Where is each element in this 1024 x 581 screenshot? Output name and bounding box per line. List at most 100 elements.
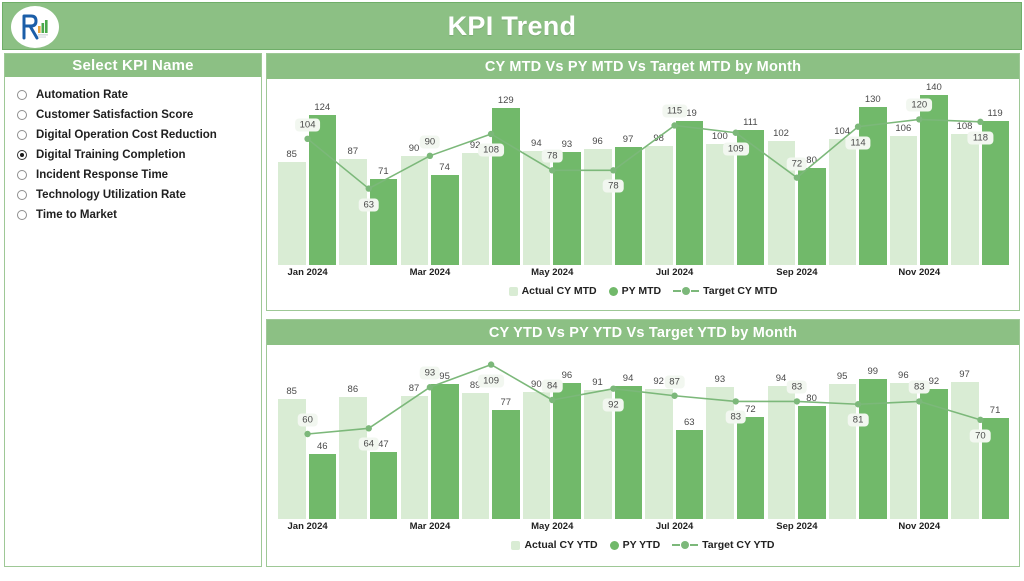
page-title: KPI Trend bbox=[447, 10, 577, 41]
bar-py[interactable] bbox=[492, 108, 520, 265]
legend-item[interactable]: PY MTD bbox=[608, 285, 661, 297]
bar-label-actual: 100 bbox=[711, 130, 728, 142]
line-label-target: 78 bbox=[603, 179, 624, 193]
bar-actual[interactable] bbox=[645, 388, 673, 519]
kpi-option-0[interactable]: Automation Rate bbox=[17, 85, 261, 105]
bar-label-py: 140 bbox=[925, 82, 942, 94]
chart-body-mtd: 85 124 87 71 90 74 92 129 94 93 96 97 98 119 100 111 102… bbox=[267, 79, 1019, 310]
bar-py[interactable] bbox=[859, 378, 887, 519]
bar-py[interactable] bbox=[920, 95, 948, 265]
legend-item[interactable]: Actual CY YTD bbox=[511, 539, 598, 551]
bar-actual[interactable] bbox=[951, 133, 979, 265]
chart-group: 85 124 bbox=[277, 83, 338, 265]
bar-label-py: 129 bbox=[497, 95, 514, 107]
bar-actual[interactable] bbox=[706, 143, 734, 265]
legend-item[interactable]: Actual CY MTD bbox=[508, 285, 597, 297]
page-header: KPI Trend bbox=[2, 2, 1022, 50]
kpi-option-label: Customer Satisfaction Score bbox=[36, 109, 194, 121]
bar-py[interactable] bbox=[369, 178, 398, 265]
kpi-option-3[interactable]: Digital Training Completion bbox=[17, 145, 261, 165]
bar-py[interactable] bbox=[369, 452, 398, 519]
bar-py[interactable] bbox=[859, 107, 887, 265]
bar-actual[interactable] bbox=[522, 391, 551, 519]
bar-actual[interactable] bbox=[828, 138, 857, 265]
bar-py[interactable] bbox=[675, 429, 704, 519]
bar-label-actual: 90 bbox=[408, 142, 420, 154]
axis-tick-label: May 2024 bbox=[531, 521, 574, 532]
bar-py[interactable] bbox=[736, 417, 765, 519]
bar-actual[interactable] bbox=[461, 153, 490, 265]
radio-icon[interactable] bbox=[17, 210, 27, 220]
bar-actual[interactable] bbox=[889, 383, 918, 519]
kpi-option-label: Technology Utilization Rate bbox=[36, 189, 186, 201]
chart-group: 93 72 bbox=[705, 349, 766, 519]
bar-py[interactable] bbox=[553, 152, 581, 265]
legend-swatch-icon bbox=[673, 287, 700, 295]
radio-icon[interactable] bbox=[17, 170, 27, 180]
legend-label: Actual CY MTD bbox=[521, 285, 597, 297]
bar-py[interactable] bbox=[308, 453, 337, 519]
bar-actual[interactable] bbox=[278, 161, 306, 265]
line-label-target: 64 bbox=[358, 437, 380, 451]
kpi-option-label: Digital Training Completion bbox=[36, 149, 186, 161]
bar-actual[interactable] bbox=[828, 384, 857, 519]
line-label-target: 70 bbox=[970, 429, 991, 443]
kpi-option-label: Automation Rate bbox=[36, 89, 128, 101]
legend-item[interactable]: Target CY YTD bbox=[672, 539, 775, 551]
legend-label: PY YTD bbox=[622, 539, 661, 551]
bar-py[interactable] bbox=[614, 147, 643, 265]
bar-actual[interactable] bbox=[584, 148, 612, 265]
radio-icon[interactable] bbox=[17, 150, 27, 160]
bar-label-py: 92 bbox=[928, 375, 940, 387]
line-label-target: 118 bbox=[967, 131, 993, 145]
bar-actual[interactable] bbox=[400, 395, 429, 519]
bar-actual[interactable] bbox=[400, 155, 429, 265]
bar-actual[interactable] bbox=[767, 385, 796, 519]
bar-py[interactable] bbox=[675, 120, 704, 265]
bar-actual[interactable] bbox=[889, 136, 918, 265]
bar-actual[interactable] bbox=[706, 387, 734, 519]
bar-py[interactable] bbox=[920, 388, 948, 519]
bar-py[interactable] bbox=[492, 409, 520, 519]
legend-swatch-icon bbox=[672, 541, 699, 549]
bar-py[interactable] bbox=[553, 383, 581, 519]
kpi-option-5[interactable]: Technology Utilization Rate bbox=[17, 185, 261, 205]
radio-icon[interactable] bbox=[17, 190, 27, 200]
legend-item[interactable]: Target CY MTD bbox=[673, 285, 777, 297]
kpi-option-1[interactable]: Customer Satisfaction Score bbox=[17, 105, 261, 125]
legend-label: Actual CY YTD bbox=[524, 539, 598, 551]
legend-item[interactable]: PY YTD bbox=[609, 539, 661, 551]
bar-py[interactable] bbox=[798, 405, 826, 519]
bar-actual[interactable] bbox=[951, 381, 979, 519]
chart-title-ytd: CY YTD Vs PY YTD Vs Target YTD by Month bbox=[267, 320, 1019, 345]
bar-py[interactable] bbox=[981, 120, 1010, 265]
bar-label-actual: 85 bbox=[286, 385, 297, 397]
bar-py[interactable] bbox=[798, 167, 826, 265]
bar-py[interactable] bbox=[308, 114, 337, 265]
kpi-option-2[interactable]: Digital Operation Cost Reduction bbox=[17, 125, 261, 145]
line-label-target: 114 bbox=[845, 136, 871, 150]
chart-group: 102 80 bbox=[766, 83, 827, 265]
line-label-target: 72 bbox=[786, 157, 808, 171]
bar-actual[interactable] bbox=[645, 146, 673, 265]
radio-icon[interactable] bbox=[17, 110, 27, 120]
bar-label-py: 99 bbox=[867, 365, 879, 377]
plot-area-mtd: 85 124 87 71 90 74 92 129 94 93 96 97 98 119 100 111 102… bbox=[277, 82, 1011, 265]
bar-py[interactable] bbox=[431, 384, 459, 519]
bar-label-py: 119 bbox=[681, 107, 697, 119]
radio-icon[interactable] bbox=[17, 130, 27, 140]
legend-swatch-icon bbox=[508, 286, 518, 296]
kpi-slicer-list: Automation Rate Customer Satisfaction Sco… bbox=[5, 77, 261, 225]
bar-actual[interactable] bbox=[339, 159, 367, 265]
line-label-target: 83 bbox=[786, 380, 808, 394]
radio-icon[interactable] bbox=[17, 90, 27, 100]
bar-py[interactable] bbox=[431, 175, 459, 265]
bar-actual[interactable] bbox=[461, 392, 490, 519]
bar-actual[interactable] bbox=[522, 150, 551, 265]
bar-label-actual: 87 bbox=[408, 382, 420, 394]
kpi-option-4[interactable]: Incident Response Time bbox=[17, 165, 261, 185]
bar-label-py: 74 bbox=[439, 162, 450, 174]
bar-label-py: 46 bbox=[316, 440, 328, 452]
kpi-option-6[interactable]: Time to Market bbox=[17, 205, 261, 225]
bar-actual[interactable] bbox=[339, 397, 367, 519]
